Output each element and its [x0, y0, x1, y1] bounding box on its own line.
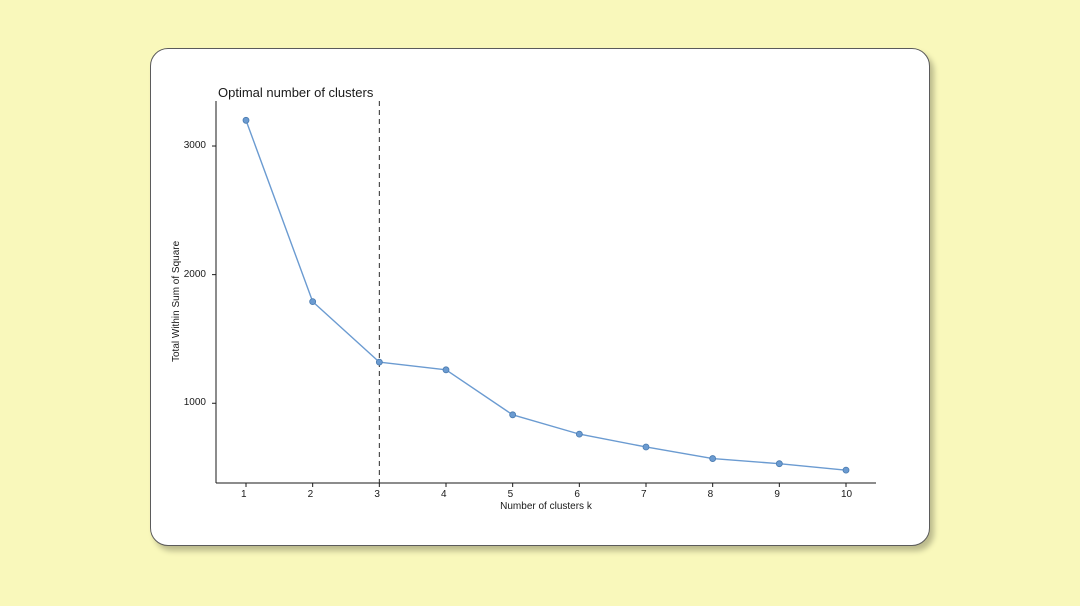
x-tick-label: 6	[574, 489, 580, 500]
x-tick-label: 8	[708, 489, 714, 500]
y-tick-label: 1000	[184, 397, 206, 408]
x-tick-label: 7	[641, 489, 647, 500]
chart-card: Optimal number of clusters Number of clu…	[150, 48, 930, 546]
y-tick-label: 3000	[184, 140, 206, 151]
x-tick-label: 3	[374, 489, 380, 500]
x-tick-label: 10	[841, 489, 852, 500]
y-tick-label: 2000	[184, 269, 206, 280]
x-tick-label: 5	[508, 489, 514, 500]
x-tick-label: 9	[774, 489, 780, 500]
x-tick-label: 4	[441, 489, 447, 500]
chart-svg	[151, 49, 931, 547]
x-tick-label: 1	[241, 489, 247, 500]
page-background: Optimal number of clusters Number of clu…	[0, 0, 1080, 606]
x-tick-label: 2	[308, 489, 314, 500]
